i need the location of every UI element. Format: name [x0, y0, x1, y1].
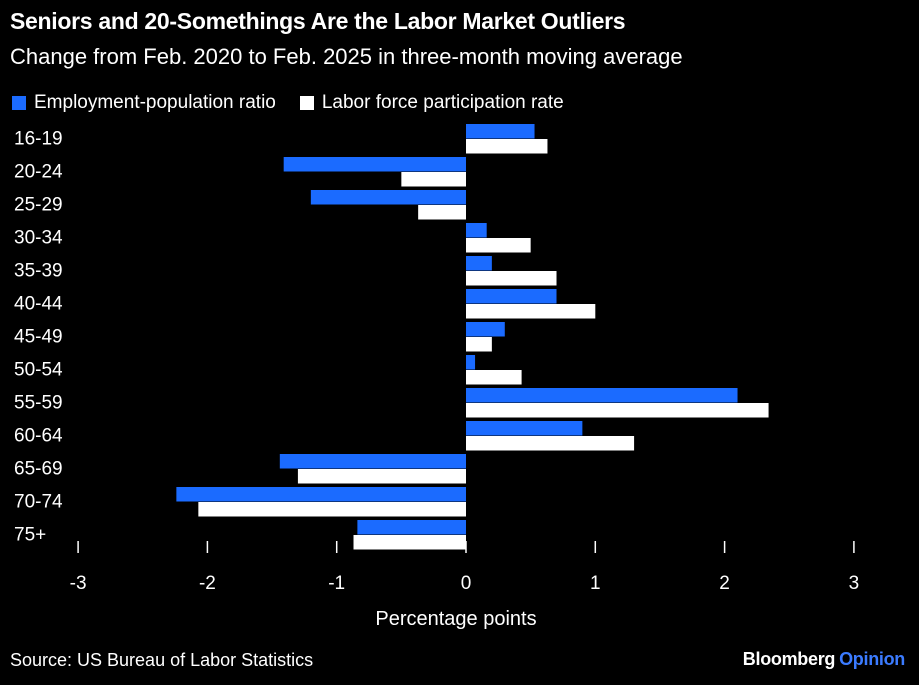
bar-employment-population [466, 421, 583, 436]
bar-employment-population [466, 124, 535, 139]
x-tick-label: 1 [590, 573, 601, 594]
category-label: 65-69 [14, 459, 63, 480]
legend-swatch-participation [299, 96, 314, 110]
category-label: 40-44 [14, 294, 63, 315]
chart-title: Seniors and 20-Somethings Are the Labor … [10, 8, 626, 34]
legend-swatch-employment [12, 96, 26, 110]
category-label: 25-29 [14, 195, 63, 216]
bar-employment-population [466, 223, 487, 238]
bar-employment-population [279, 454, 466, 469]
brand-opinion: Opinion [839, 649, 905, 669]
brand-logo: Bloomberg Opinion [742, 649, 906, 670]
brand-main: Bloomberg [742, 649, 836, 669]
x-tick-label: -2 [199, 573, 216, 594]
category-label: 45-49 [14, 327, 63, 348]
category-label: 75+ [14, 525, 46, 546]
x-tick-label: -1 [328, 573, 345, 594]
bar-labor-participation [418, 205, 466, 220]
bar-employment-population [466, 355, 476, 370]
legend-label-participation: Labor force participation rate [321, 92, 564, 113]
bar-labor-participation [466, 139, 548, 154]
bar-employment-population [466, 322, 505, 337]
bar-labor-participation [198, 502, 466, 517]
bar-labor-participation [466, 337, 492, 352]
bar-labor-participation [466, 403, 769, 418]
bar-employment-population [466, 289, 557, 304]
legend-item-employment: Employment-population ratio [12, 92, 276, 114]
bar-labor-participation [466, 370, 522, 385]
bar-chart: 16-19 20-24 25-29 30-34 35-39 40-44 45-49 50-54… [14, 124, 860, 630]
bar-labor-participation [297, 469, 466, 484]
bar-labor-participation [353, 535, 466, 550]
category-label: 16-19 [14, 129, 63, 150]
category-label: 30-34 [14, 228, 63, 249]
bar-labor-participation [466, 238, 531, 253]
category-label: 20-24 [14, 162, 63, 183]
bar-labor-participation [401, 172, 466, 187]
bar-employment-population [466, 388, 738, 403]
category-label: 35-39 [14, 261, 63, 282]
x-tick-label: 3 [849, 573, 860, 594]
chart-subtitle: Change from Feb. 2020 to Feb. 2025 in th… [10, 44, 683, 69]
bar-labor-participation [466, 436, 635, 451]
bar-employment-population [283, 157, 466, 172]
bar-labor-participation [466, 304, 596, 319]
bar-employment-population [310, 190, 466, 205]
x-axis-label: Percentage points [375, 608, 536, 630]
bar-employment-population [176, 487, 467, 502]
category-label: 70-74 [14, 492, 63, 513]
category-label: 55-59 [14, 393, 63, 414]
legend-item-participation: Labor force participation rate [299, 92, 564, 114]
source-note: Source: US Bureau of Labor Statistics [10, 650, 314, 670]
x-tick-label: 2 [719, 573, 730, 594]
x-tick-label: 0 [461, 573, 472, 594]
chart-legend: Employment-population ratio Labor force … [12, 92, 588, 114]
legend-label-employment: Employment-population ratio [34, 92, 276, 113]
bar-labor-participation [466, 271, 557, 286]
bar-employment-population [466, 256, 492, 271]
category-label: 60-64 [14, 426, 63, 447]
category-label: 50-54 [14, 360, 63, 381]
bar-employment-population [357, 520, 466, 535]
x-tick-label: -3 [70, 573, 87, 594]
